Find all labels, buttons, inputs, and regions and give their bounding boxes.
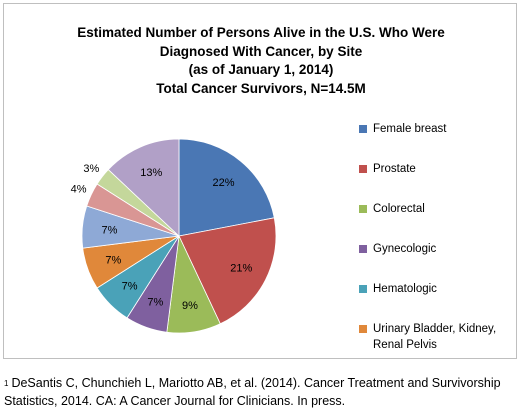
pie-data-label-6: 7%	[102, 224, 118, 236]
pie-slice-9	[107, 138, 180, 237]
legend-swatch-4	[359, 285, 367, 293]
pie-data-label-2: 9%	[182, 300, 198, 312]
chart-title: Estimated Number of Persons Alive in the…	[4, 24, 518, 98]
legend-item-1: Prostate	[359, 161, 519, 177]
chart-title-line-3: (as of January 1, 2014)	[188, 62, 334, 77]
chart-frame: Estimated Number of Persons Alive in the…	[3, 3, 517, 359]
pie-data-label-4: 7%	[122, 280, 138, 292]
pie-data-label-9: 13%	[140, 167, 162, 179]
legend-item-0: Female breast	[359, 121, 519, 137]
pie-data-label-3: 7%	[147, 297, 163, 309]
legend-label-2: Colorectal	[373, 203, 425, 215]
legend-label-3: Gynecologic	[373, 243, 437, 255]
pie-data-label-8: 3%	[83, 163, 99, 175]
pie-slice-0	[178, 138, 275, 237]
legend-label-1: Prostate	[373, 163, 416, 175]
legend-item-3: Gynecologic	[359, 241, 519, 257]
legend-swatch-5	[359, 325, 367, 333]
chart-title-line-4: Total Cancer Survivors, N=14.5M	[156, 80, 366, 96]
pie-data-label-1: 21%	[230, 263, 252, 275]
pie-data-label-0: 22%	[213, 177, 235, 189]
legend-label-5: Urinary Bladder, Kidney, Renal Pelvis	[373, 323, 497, 351]
legend-item-5: Urinary Bladder, Kidney, Renal Pelvis	[359, 321, 519, 353]
legend-item-2: Colorectal	[359, 201, 519, 217]
pie-data-label-7: 4%	[71, 184, 87, 196]
legend-swatch-0	[359, 125, 367, 133]
footnote: 1 DeSantis C, Chunchieh L, Mariotto AB, e…	[4, 374, 519, 410]
footnote-marker: 1	[4, 379, 9, 388]
legend-label-4: Hematologic	[373, 283, 437, 295]
legend-label-0: Female breast	[373, 123, 447, 135]
legend-swatch-1	[359, 165, 367, 173]
pie-chart: 22% 21% 9% 7% 7% 7% 7% 4% 3% 13%	[71, 138, 277, 334]
pie-data-label-5: 7%	[105, 255, 121, 267]
legend-swatch-3	[359, 245, 367, 253]
chart-title-line-1: Estimated Number of Persons Alive in the…	[77, 25, 445, 40]
chart-title-line-2: Diagnosed With Cancer, by Site	[159, 43, 363, 59]
footnote-text: DeSantis C, Chunchieh L, Mariotto AB, et…	[4, 376, 501, 408]
legend-item-4: Hematologic	[359, 281, 519, 297]
pie-slice-1	[178, 217, 277, 325]
legend-swatch-2	[359, 205, 367, 213]
